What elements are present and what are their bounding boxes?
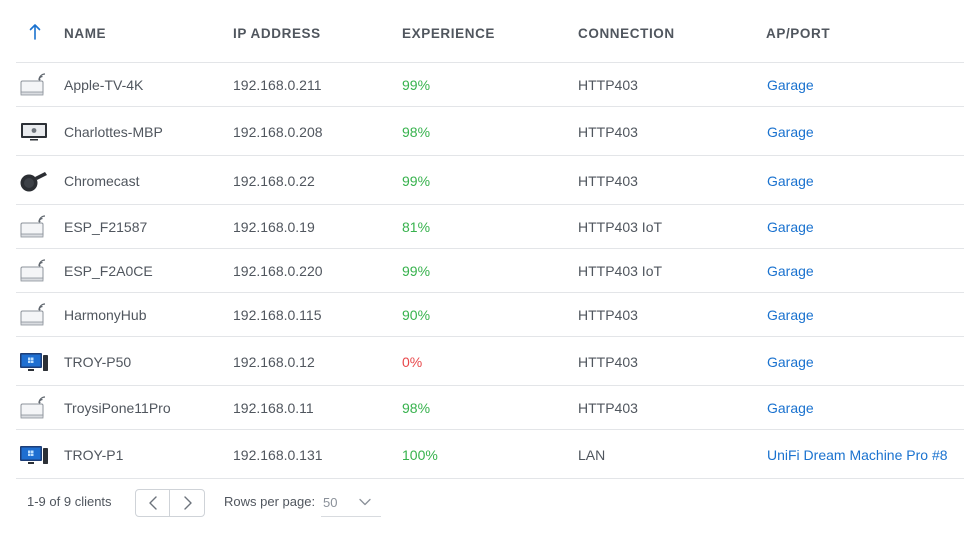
connection-name: HTTP403 [578,307,638,323]
ap-port-link[interactable]: Garage [767,219,814,235]
experience-value: 0% [402,354,423,370]
table-row[interactable]: HarmonyHub 192.168.0.115 90% HTTP403 Garage [16,293,964,337]
experience-value: 98% [402,124,431,140]
chevron-down-icon [359,498,371,506]
ap-port-link[interactable]: Garage [767,173,814,189]
connection-name: HTTP403 [578,124,638,140]
column-header-experience[interactable]: EXPERIENCE [402,26,496,41]
connection-name: HTTP403 IoT [578,263,663,279]
ap-port-link[interactable]: UniFi Dream Machine Pro #8 [767,447,948,463]
wireless-device-icon [19,72,49,103]
experience-value: 99% [402,173,431,189]
table-row[interactable]: TROY-P50 192.168.0.12 0% HTTP403 Garage [16,337,964,386]
client-name: ESP_F21587 [64,219,148,235]
rows-per-page-label: Rows per page: [224,494,316,509]
ap-port-link[interactable]: Garage [767,400,814,416]
ip-address: 192.168.0.19 [233,219,315,235]
table-row[interactable]: ESP_F2A0CE 192.168.0.220 99% HTTP403 IoT Gar… [16,249,964,293]
table-row[interactable]: ESP_F21587 192.168.0.19 81% HTTP403 IoT Gara… [16,205,964,249]
client-name: TROY-P1 [64,447,124,463]
client-name: Charlottes-MBP [64,124,163,140]
client-name: Apple-TV-4K [64,77,144,93]
arrow-up-icon[interactable] [28,22,42,42]
connection-name: HTTP403 IoT [578,219,663,235]
client-count: 1-9 of 9 clients [27,494,112,509]
pagination [135,489,205,517]
table-row[interactable]: TROY-P1 192.168.0.131 100% LAN UniFi Dream M… [16,430,964,479]
connection-name: HTTP403 [578,173,638,189]
wireless-device-icon [19,395,49,426]
ip-address: 192.168.0.12 [233,354,315,370]
ip-address: 192.168.0.11 [233,400,314,416]
connection-name: LAN [578,447,606,463]
connection-name: HTTP403 [578,354,638,370]
wireless-device-icon [19,214,49,245]
column-header-ap-port[interactable]: AP/PORT [766,26,831,41]
ap-port-link[interactable]: Garage [767,263,814,279]
connection-name: HTTP403 [578,400,638,416]
experience-value: 98% [402,400,431,416]
client-name: TROY-P50 [64,354,132,370]
client-name: TroysiPone11Pro [64,400,171,416]
chevron-left-icon [149,496,157,510]
rows-per-page-value: 50 [323,495,338,510]
client-name: HarmonyHub [64,307,147,323]
windows-pc-icon [19,349,49,380]
wireless-device-icon [19,258,49,289]
experience-value: 100% [402,447,438,463]
ip-address: 192.168.0.131 [233,447,323,463]
windows-pc-icon [19,442,49,473]
column-header-ip[interactable]: IP ADDRESS [233,26,321,41]
column-header-name[interactable]: NAME [64,26,107,41]
chevron-right-icon [184,496,192,510]
client-name: ESP_F2A0CE [64,263,153,279]
table-header: NAME IP ADDRESS EXPERIENCE CONNECTION AP… [16,0,964,63]
wireless-device-icon [19,302,49,333]
experience-value: 90% [402,307,431,323]
ip-address: 192.168.0.22 [233,173,315,189]
ap-port-link[interactable]: Garage [767,77,814,93]
ap-port-link[interactable]: Garage [767,307,814,323]
chromecast-icon [19,168,49,199]
next-page-button[interactable] [171,490,205,516]
rows-per-page-select[interactable]: 50 [321,489,381,517]
table-row[interactable]: Apple-TV-4K 192.168.0.211 99% HTTP403 Garage [16,63,964,107]
table-row[interactable]: Charlottes-MBP 192.168.0.208 98% HTTP403 Gar… [16,107,964,156]
client-name: Chromecast [64,173,140,189]
experience-value: 81% [402,219,431,235]
table-row[interactable]: TroysiPone11Pro 192.168.0.11 98% HTTP403 Gar… [16,386,964,430]
ip-address: 192.168.0.211 [233,77,322,93]
column-header-connection[interactable]: CONNECTION [578,26,675,41]
ap-port-link[interactable]: Garage [767,354,814,370]
connection-name: HTTP403 [578,77,638,93]
table-row[interactable]: Chromecast 192.168.0.22 99% HTTP403 Garage [16,156,964,205]
experience-value: 99% [402,77,431,93]
monitor-apple-icon [19,119,49,150]
previous-page-button[interactable] [136,490,170,516]
table-footer: 1-9 of 9 clients Rows per page: 50 [0,479,964,536]
ap-port-link[interactable]: Garage [767,124,814,140]
ip-address: 192.168.0.220 [233,263,323,279]
ip-address: 192.168.0.115 [233,307,322,323]
ip-address: 192.168.0.208 [233,124,323,140]
experience-value: 99% [402,263,431,279]
